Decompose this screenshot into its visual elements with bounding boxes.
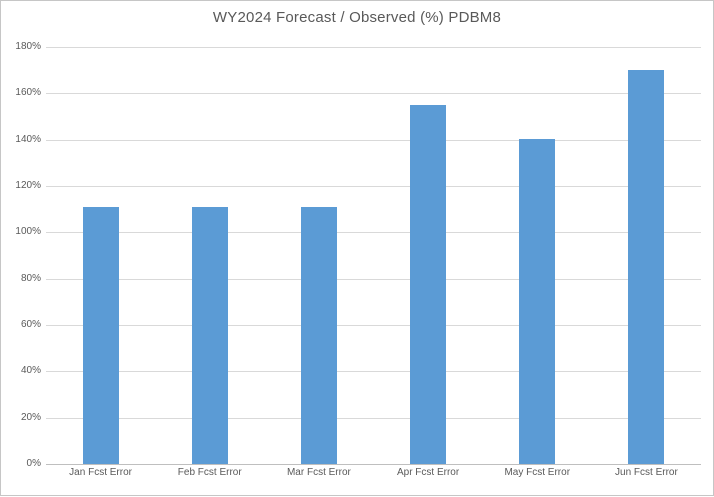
gridline: [46, 371, 701, 373]
y-tick-label: 100%: [15, 226, 41, 238]
x-tick-label: Apr Fcst Error: [396, 467, 460, 478]
gridline: [46, 278, 701, 280]
gridline: [46, 417, 701, 419]
bar-apr-fcst-error: [410, 104, 447, 464]
bar-jun-fcst-error: [628, 70, 665, 464]
gridline: [46, 93, 701, 95]
y-tick-label: 40%: [20, 365, 41, 377]
gridline: [46, 232, 701, 234]
y-tick-label: 140%: [15, 133, 41, 145]
y-axis: 0% 20% 40% 60% 80% 100% 120% 140% 160% 180%: [1, 1, 41, 497]
y-tick-label: 120%: [15, 180, 41, 191]
x-tick-label: May Fcst Error: [504, 467, 571, 478]
y-tick-label: 60%: [20, 319, 41, 330]
x-axis: Jan Fcst Error Feb Fcst Error Mar Fcst Err…: [46, 467, 701, 483]
x-tick-label: Mar Fcst Error: [286, 467, 351, 478]
y-tick-label: 80%: [20, 272, 41, 284]
bar-feb-fcst-error: [191, 206, 228, 464]
gridline: [46, 47, 701, 48]
plot-area: [46, 47, 701, 465]
x-axis-line: [46, 464, 701, 465]
y-tick-label: 0%: [26, 458, 41, 469]
bar-jan-fcst-error: [82, 206, 119, 464]
y-tick-label: 160%: [15, 87, 41, 99]
chart-title: WY2024 Forecast / Observed (%) PDBM8: [212, 9, 502, 26]
x-tick-label: Feb Fcst Error: [177, 467, 242, 478]
gridline: [46, 186, 701, 187]
bar-may-fcst-error: [519, 138, 556, 464]
gridline: [46, 325, 701, 326]
gridline: [46, 139, 701, 141]
bar-mar-fcst-error: [300, 206, 337, 464]
x-tick-label: Jun Fcst Error: [615, 467, 678, 478]
y-tick-label: 20%: [20, 411, 41, 423]
x-tick-label: Jan Fcst Error: [69, 467, 132, 478]
y-tick-label: 180%: [15, 41, 41, 52]
